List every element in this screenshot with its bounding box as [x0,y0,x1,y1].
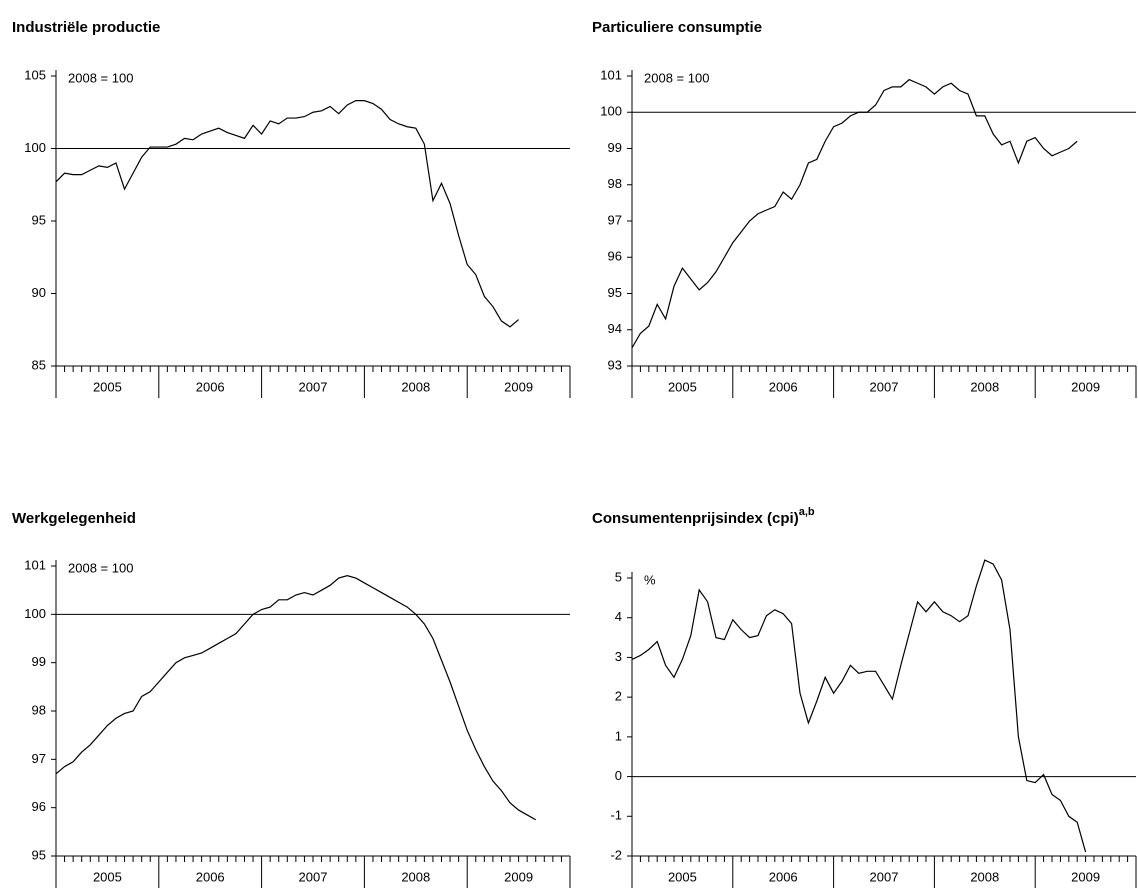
chart-title-text: Particuliere consumptie [592,19,762,36]
x-tick-label: 2007 [299,869,328,884]
y-tick-label: 100 [24,140,46,155]
chart-title-text: Werkgelegenheid [12,510,136,527]
y-tick-label: 97 [608,212,622,227]
chart-title-superscript: a,b [799,506,815,518]
y-tick-label: 96 [608,249,622,264]
series-line [631,78,1078,349]
y-tick-label: 105 [24,67,46,82]
x-tick-label: 2008 [401,379,430,394]
y-tick-label: 100 [24,606,46,621]
y-tick-label: 95 [608,285,622,300]
annotation: 2008 = 100 [68,560,133,575]
x-tick-label: 2006 [769,379,798,394]
x-tick-label: 2007 [870,869,899,884]
y-tick-label: 90 [32,285,46,300]
x-tick-label: 2009 [1071,869,1100,884]
x-tick-label: 2008 [970,869,999,884]
x-tick-label: 2006 [196,379,225,394]
chart-title-text: Industriële productie [12,19,160,36]
x-tick-label: 2009 [504,869,533,884]
x-tick-label: 2006 [196,869,225,884]
chart-title: Consumentenprijsindex (cpi)a,b [592,506,815,527]
annotation: % [644,572,656,587]
y-tick-label: 4 [615,609,622,624]
x-tick-label: 2005 [93,869,122,884]
y-tick-label: 96 [32,799,46,814]
chart-title: Werkgelegenheid [12,510,136,527]
y-tick-label: 5 [615,569,622,584]
x-tick-label: 2008 [970,379,999,394]
y-tick-label: 95 [32,847,46,862]
annotation: 2008 = 100 [644,70,709,85]
y-tick-label: 101 [600,67,622,82]
chart-title-text: Consumentenprijsindex (cpi) [592,510,799,527]
y-tick-label: 1 [615,728,622,743]
y-tick-label: 94 [608,321,622,336]
y-tick-label: 97 [32,751,46,766]
y-tick-label: 93 [608,357,622,372]
y-tick-label: 100 [600,104,622,119]
y-tick-label: 3 [615,649,622,664]
y-tick-label: 85 [32,357,46,372]
x-tick-label: 2009 [504,379,533,394]
series-line [55,575,537,821]
series-line [55,100,519,328]
x-tick-label: 2008 [401,869,430,884]
annotation: 2008 = 100 [68,70,133,85]
y-tick-label: -2 [610,847,622,862]
y-tick-label: 95 [32,212,46,227]
x-tick-label: 2009 [1071,379,1100,394]
y-tick-label: 99 [32,654,46,669]
y-tick-label: 101 [24,557,46,572]
series-line [631,559,1087,853]
y-tick-label: -1 [610,808,622,823]
x-tick-label: 2005 [668,379,697,394]
chart-title: Industriële productie [12,19,160,36]
x-tick-label: 2006 [769,869,798,884]
y-tick-label: 98 [608,176,622,191]
y-tick-label: 2 [615,689,622,704]
y-tick-label: 0 [615,768,622,783]
y-tick-label: 99 [608,140,622,155]
y-tick-label: 98 [32,702,46,717]
chart-title: Particuliere consumptie [592,19,762,36]
x-tick-label: 2005 [668,869,697,884]
x-tick-label: 2005 [93,379,122,394]
x-tick-label: 2007 [870,379,899,394]
x-tick-label: 2007 [299,379,328,394]
